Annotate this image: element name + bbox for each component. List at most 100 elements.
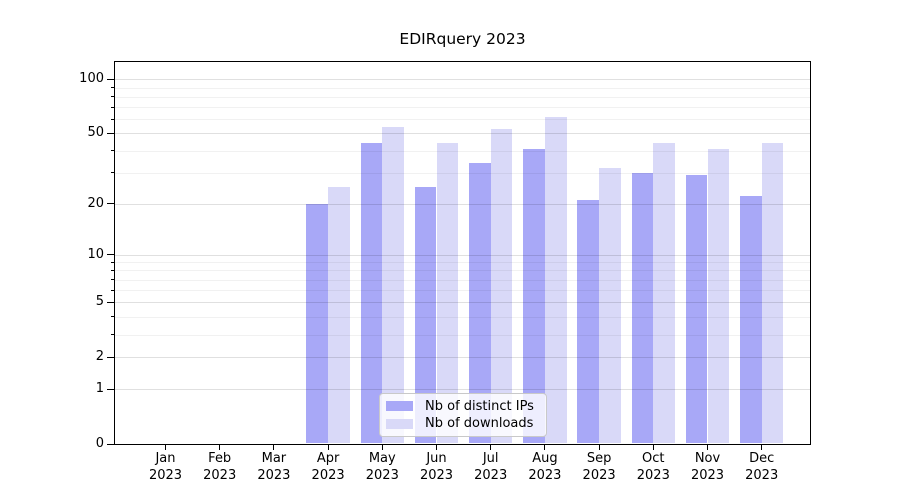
x-axis-tick-label: Aug 2023: [513, 451, 577, 484]
x-axis-tick-label: Sep 2023: [567, 451, 631, 484]
x-tick-month: Dec: [749, 451, 775, 466]
bar-downloads-may: [382, 127, 404, 444]
x-axis-tick-label: Feb 2023: [188, 451, 252, 484]
x-tick-year: 2023: [745, 467, 779, 483]
gridline-major: [115, 133, 810, 135]
y-axis-tick-label: 50: [87, 125, 104, 141]
x-axis-tick-label: Jul 2023: [459, 451, 523, 484]
x-tick-year: 2023: [690, 467, 725, 483]
x-tick-year: 2023: [474, 467, 508, 483]
y-tick-mark: [107, 443, 114, 445]
gridline-minor: [115, 172, 810, 174]
gridline-minor: [115, 107, 810, 109]
y-minor-tick-mark: [110, 172, 114, 174]
x-tick-mark: [273, 445, 275, 450]
x-tick-mark: [598, 445, 600, 450]
chart-title: EDIRquery 2023: [399, 30, 526, 48]
gridline-major: [115, 254, 810, 256]
x-tick-mark: [219, 445, 221, 450]
y-minor-tick-mark: [110, 316, 114, 318]
x-tick-year: 2023: [203, 467, 237, 483]
x-tick-month: Jan: [155, 451, 176, 466]
y-minor-tick-mark: [110, 269, 114, 271]
y-minor-tick-mark: [110, 118, 114, 120]
x-tick-year: 2023: [419, 467, 454, 483]
y-minor-tick-mark: [110, 279, 114, 281]
y-minor-tick-mark: [110, 106, 114, 108]
bar-distinct-ips-oct: [631, 172, 654, 444]
x-axis-tick-label: Mar 2023: [242, 451, 306, 484]
legend-label-downloads: Nb of downloads: [425, 416, 534, 432]
x-tick-mark: [327, 445, 329, 450]
x-axis-tick-label: Oct 2023: [621, 451, 685, 484]
gridline-major: [115, 389, 810, 391]
x-tick-year: 2023: [636, 467, 670, 483]
y-minor-tick-mark: [110, 289, 114, 291]
x-axis-tick-label: Nov 2023: [676, 451, 740, 484]
y-minor-tick-mark: [110, 334, 114, 335]
x-tick-mark: [490, 445, 492, 450]
x-tick-month: Jun: [426, 451, 447, 466]
x-axis-tick-label: May 2023: [350, 451, 414, 484]
bar-distinct-ips-jun: [414, 186, 437, 444]
x-tick-month: Feb: [208, 451, 232, 466]
x-tick-month: Sep: [586, 451, 612, 466]
x-axis-tick-label: Jan 2023: [134, 451, 198, 484]
x-tick-mark: [652, 445, 654, 450]
x-axis-tick-label: Jun 2023: [405, 451, 469, 484]
x-tick-mark: [165, 445, 166, 450]
bar-distinct-ips-aug: [523, 148, 545, 444]
y-axis-tick-label: 20: [87, 195, 104, 211]
gridline-major: [115, 203, 810, 205]
x-tick-mark: [436, 445, 437, 450]
bar-downloads-jun: [436, 143, 459, 444]
y-minor-tick-mark: [110, 150, 114, 152]
gridline-major: [115, 79, 810, 81]
gridline-minor: [115, 334, 810, 336]
y-tick-mark: [107, 301, 114, 303]
y-minor-tick-mark: [110, 96, 114, 98]
y-tick-mark: [107, 132, 114, 134]
x-tick-month: Nov: [694, 451, 721, 466]
x-tick-month: Mar: [261, 451, 287, 466]
y-tick-mark: [107, 388, 114, 390]
y-axis-tick-label: 0: [95, 436, 104, 451]
y-minor-tick-mark: [110, 261, 114, 263]
x-tick-year: 2023: [582, 467, 616, 483]
gridline-major: [115, 302, 810, 304]
bar-downloads-nov: [707, 148, 730, 444]
y-axis-tick-label: 5: [95, 294, 104, 310]
x-tick-month: Oct: [642, 451, 665, 466]
bar-downloads-apr: [328, 186, 350, 444]
x-tick-mark: [707, 445, 708, 450]
bar-distinct-ips-nov: [685, 175, 708, 444]
y-tick-mark: [107, 254, 114, 256]
legend-swatch-distinct-ips: [386, 401, 413, 412]
x-tick-mark: [381, 445, 383, 450]
bar-downloads-aug: [544, 116, 567, 444]
bar-downloads-jul: [490, 128, 513, 444]
gridline-minor: [115, 290, 810, 292]
gridline-minor: [115, 316, 810, 318]
y-minor-tick-mark: [110, 87, 114, 89]
legend-item-distinct-ips: Nb of distinct IPs: [386, 399, 540, 414]
legend: Nb of distinct IPs Nb of downloads: [379, 393, 547, 437]
y-axis-tick-label: 1: [95, 381, 104, 397]
gridline-minor: [115, 279, 810, 281]
bar-downloads-dec: [761, 143, 784, 444]
x-tick-year: 2023: [257, 467, 291, 483]
x-tick-year: 2023: [148, 467, 183, 483]
bar-downloads-oct: [653, 143, 675, 444]
x-axis-tick-label: Apr 2023: [296, 451, 360, 484]
gridline-minor: [115, 270, 810, 272]
legend-swatch-downloads: [386, 418, 413, 429]
y-tick-mark: [107, 203, 114, 205]
y-tick-mark: [107, 356, 114, 358]
x-tick-mark: [761, 445, 763, 450]
x-tick-mark: [544, 445, 546, 450]
gridline-minor: [115, 262, 810, 264]
x-tick-month: Jul: [482, 451, 499, 466]
bar-distinct-ips-jul: [469, 163, 491, 444]
x-tick-year: 2023: [365, 467, 399, 483]
